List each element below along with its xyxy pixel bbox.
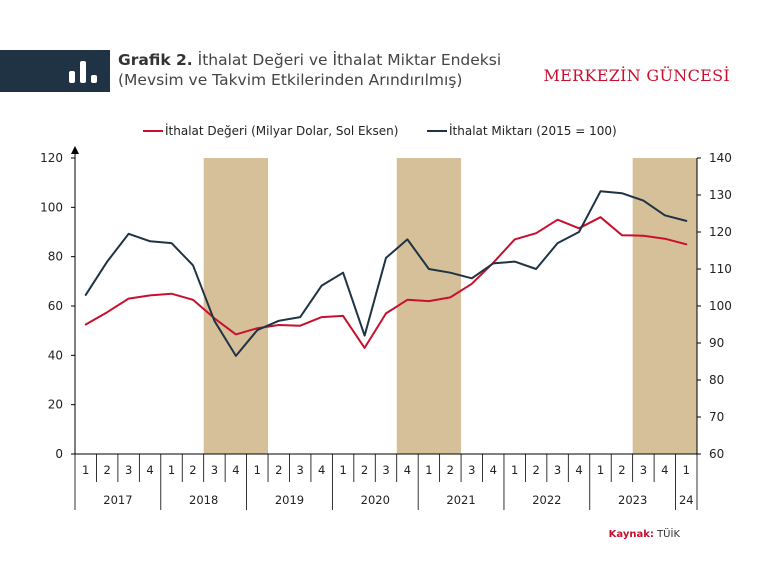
title-bar [0, 50, 110, 92]
quarter-label: 2 [532, 463, 539, 477]
quarter-label: 1 [339, 463, 346, 477]
quarter-label: 1 [82, 463, 89, 477]
chart-title: Grafik 2. İthalat Değeri ve İthalat Mikt… [118, 50, 501, 90]
quarter-label: 4 [318, 463, 325, 477]
quarter-label: 1 [254, 463, 261, 477]
right-tick-label: 100 [709, 299, 732, 313]
year-label: 2018 [189, 493, 218, 507]
left-tick-label: 40 [48, 348, 63, 362]
quarter-label: 1 [168, 463, 175, 477]
year-label: 2017 [103, 493, 132, 507]
left-tick-label: 0 [55, 447, 63, 461]
title-line2: (Mevsim ve Takvim Etkilerinden Arındırıl… [118, 71, 463, 89]
quarter-label: 4 [661, 463, 668, 477]
right-tick-label: 130 [709, 188, 732, 202]
legend-label-series2: İthalat Miktarı (2015 = 100) [449, 124, 617, 138]
quarter-label: 3 [297, 463, 304, 477]
quarter-label: 4 [404, 463, 411, 477]
quarter-label: 4 [575, 463, 582, 477]
title-bold: Grafik 2. [118, 51, 193, 69]
source-note: Kaynak: TÜİK [609, 529, 680, 540]
right-tick-label: 80 [709, 373, 724, 387]
quarter-label: 4 [232, 463, 239, 477]
right-tick-label: 90 [709, 336, 724, 350]
left-tick-label: 100 [40, 200, 63, 214]
legend-swatch-series1 [143, 130, 163, 132]
year-label: 2022 [532, 493, 561, 507]
quarter-label: 2 [104, 463, 111, 477]
quarter-label: 3 [468, 463, 475, 477]
shaded-period-1 [396, 158, 462, 454]
left-tick-label: 120 [40, 151, 63, 165]
source-value: TÜİK [657, 529, 680, 540]
year-label: 2020 [361, 493, 390, 507]
brand-logo: MERKEZİN GÜNCESİ [543, 66, 730, 85]
left-tick-label: 80 [48, 250, 63, 264]
legend-item-series1: İthalat Değeri (Milyar Dolar, Sol Eksen) [143, 124, 398, 138]
quarter-label: 1 [511, 463, 518, 477]
quarter-label: 2 [275, 463, 282, 477]
series-line-ithalat-degeri [84, 216, 688, 349]
quarter-label: 1 [683, 463, 690, 477]
year-label: 2023 [618, 493, 647, 507]
year-label: 24 [679, 493, 694, 507]
quarter-label: 2 [189, 463, 196, 477]
legend-item-series2: İthalat Miktarı (2015 = 100) [427, 124, 617, 138]
left-tick-label: 60 [48, 299, 63, 313]
bar-chart-icon [69, 61, 97, 83]
legend-swatch-series2 [427, 130, 447, 132]
quarter-label: 3 [125, 463, 132, 477]
right-tick-label: 140 [709, 151, 732, 165]
title-line1: İthalat Değeri ve İthalat Miktar Endeksi [197, 51, 502, 69]
quarter-label: 2 [361, 463, 368, 477]
quarter-label: 3 [211, 463, 218, 477]
left-axis-arrow [71, 146, 79, 154]
year-label: 2019 [275, 493, 304, 507]
shaded-period-2 [632, 158, 697, 454]
quarter-label: 4 [490, 463, 497, 477]
quarter-label: 3 [640, 463, 647, 477]
shaded-period-0 [203, 158, 269, 454]
quarter-label: 2 [447, 463, 454, 477]
right-tick-label: 70 [709, 410, 724, 424]
quarter-label: 2 [618, 463, 625, 477]
legend-label-series1: İthalat Değeri (Milyar Dolar, Sol Eksen) [165, 124, 399, 138]
year-label: 2021 [446, 493, 475, 507]
right-tick-label: 110 [709, 262, 732, 276]
quarter-label: 1 [425, 463, 432, 477]
left-tick-label: 20 [48, 398, 63, 412]
quarter-label: 4 [146, 463, 153, 477]
quarter-label: 3 [554, 463, 561, 477]
source-label: Kaynak: [608, 529, 654, 540]
series-line-ithalat-miktari [84, 190, 688, 357]
quarter-label: 3 [382, 463, 389, 477]
quarter-label: 1 [597, 463, 604, 477]
right-tick-label: 120 [709, 225, 732, 239]
right-tick-label: 60 [709, 447, 724, 461]
